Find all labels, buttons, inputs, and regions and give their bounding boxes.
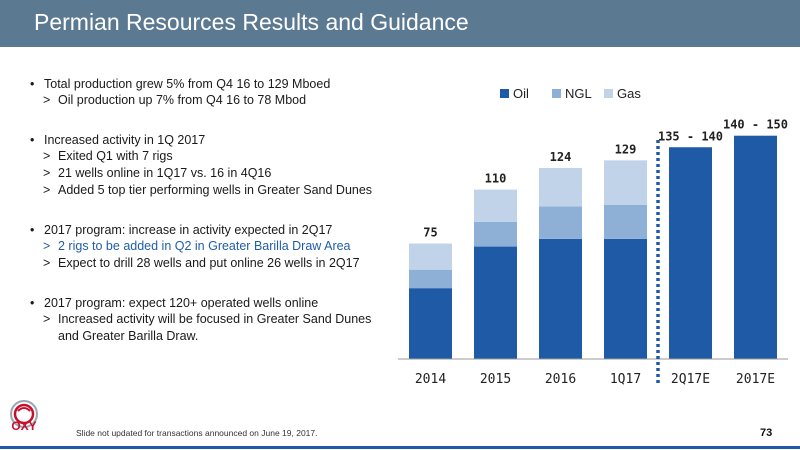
bar-gas-2014 bbox=[409, 243, 452, 270]
bullet-text: 2017 program: increase in activity expec… bbox=[44, 223, 333, 237]
legend-label-ngl: NGL bbox=[565, 86, 592, 101]
bar-oil-2014 bbox=[409, 288, 452, 359]
total-label-2017e: 140 - 150 bbox=[723, 118, 788, 132]
legend-swatch-gas bbox=[604, 89, 613, 98]
bullet-text: 21 wells online in 1Q17 vs. 16 in 4Q16 bbox=[58, 166, 272, 180]
svg-text:OXY: OXY bbox=[11, 419, 36, 433]
x-tick-2015: 2015 bbox=[480, 372, 511, 387]
x-tick-2017e: 2017E bbox=[736, 372, 775, 387]
bar-oil-2016 bbox=[539, 238, 582, 359]
bullet-main: 2017 program: expect 120+ operated wells… bbox=[30, 295, 390, 311]
bullet-sub: > Oil production up 7% from Q4 16 to 78 M… bbox=[30, 92, 390, 109]
bar-ngl-2014 bbox=[409, 269, 452, 289]
bullet-text: 2017 program: expect 120+ operated wells… bbox=[44, 296, 319, 310]
bullet-text: Oil production up 7% from Q4 16 to 78 Mb… bbox=[58, 93, 307, 107]
bullet-sub: > Added 5 top tier performing wells in Gr… bbox=[30, 182, 390, 199]
sub-marker: > bbox=[43, 239, 51, 253]
bullet-text: Increased activity in 1Q 2017 bbox=[44, 133, 206, 147]
bullet-sub: > Exited Q1 with 7 rigs bbox=[30, 148, 390, 165]
bullet-text: 2 rigs to be added in Q2 in Greater Bari… bbox=[58, 239, 351, 253]
slide-title: Permian Resources Results and Guidance bbox=[34, 9, 469, 35]
bullet-spacer bbox=[30, 109, 390, 132]
bullet-list: Total production grew 5% from Q4 16 to 1… bbox=[30, 76, 390, 345]
total-label-2014: 75 bbox=[423, 226, 437, 240]
total-label-2016: 124 bbox=[550, 150, 572, 164]
sub-marker: > bbox=[43, 256, 51, 270]
x-tick-2014: 2014 bbox=[415, 372, 446, 387]
bar-oil-1q17 bbox=[604, 238, 647, 359]
x-tick-2016: 2016 bbox=[545, 372, 576, 387]
title-bar: Permian Resources Results and Guidance bbox=[0, 0, 800, 47]
bullet-text: Exited Q1 with 7 rigs bbox=[58, 149, 173, 163]
bullet-spacer bbox=[30, 199, 390, 222]
bar-ngl-2016 bbox=[539, 206, 582, 239]
bullet-sub: >21 wells online in 1Q17 vs. 16 in 4Q16 bbox=[30, 165, 390, 182]
bullet-text: Expect to drill 28 wells and put online … bbox=[58, 256, 360, 270]
bullet-sub: > Expect to drill 28 wells and put online… bbox=[30, 255, 390, 272]
bar-ngl-1q17 bbox=[604, 205, 647, 239]
bar-oil-2015 bbox=[474, 246, 517, 359]
bar-oil-2q17e bbox=[669, 147, 712, 359]
legend-label-gas: Gas bbox=[617, 86, 641, 101]
bar-oil-2017e bbox=[734, 135, 777, 359]
bar-gas-2016 bbox=[539, 168, 582, 207]
bullet-sub: > Increased activity will be focused in G… bbox=[30, 311, 390, 345]
page-number: 73 bbox=[760, 427, 773, 439]
sub-marker: > bbox=[43, 149, 51, 163]
bar-gas-2015 bbox=[474, 189, 517, 222]
bullet-text: Increased activity will be focused in Gr… bbox=[58, 312, 372, 343]
bullet-sub: >2 rigs to be added in Q2 in Greater Bar… bbox=[30, 238, 390, 255]
bar-gas-1q17 bbox=[604, 160, 647, 205]
total-label-1q17: 129 bbox=[615, 142, 637, 156]
sub-marker: > bbox=[43, 183, 51, 197]
bullet-spacer bbox=[30, 272, 390, 295]
total-label-2q17e: 135 - 140 bbox=[658, 129, 723, 143]
x-tick-2q17e: 2Q17E bbox=[671, 372, 710, 387]
total-label-2015: 110 bbox=[485, 172, 507, 186]
bullet-text: Added 5 top tier performing wells in Gre… bbox=[58, 183, 373, 197]
bullet-main: Increased activity in 1Q 2017 bbox=[30, 132, 390, 148]
bullet-main: 2017 program: increase in activity expec… bbox=[30, 222, 390, 238]
production-chart: Oil NGL Gas 75 2014 110 2015 124 2016 129 1Q17 135 … bbox=[398, 86, 788, 387]
bar-ngl-2015 bbox=[474, 221, 517, 247]
oxy-logo-icon: OXY bbox=[10, 400, 38, 433]
sub-marker: > bbox=[43, 166, 51, 180]
legend-label-oil: Oil bbox=[513, 86, 529, 101]
footer-note: Slide not updated for transactions annou… bbox=[76, 428, 318, 438]
bullet-main: Total production grew 5% from Q4 16 to 1… bbox=[30, 76, 390, 92]
legend-swatch-ngl bbox=[552, 89, 561, 98]
bullet-text: Total production grew 5% from Q4 16 to 1… bbox=[44, 77, 331, 91]
x-tick-1q17: 1Q17 bbox=[610, 372, 641, 387]
sub-marker: > bbox=[43, 93, 51, 107]
legend-swatch-oil bbox=[500, 89, 509, 98]
footer-divider bbox=[0, 446, 800, 449]
sub-marker: > bbox=[43, 312, 51, 326]
